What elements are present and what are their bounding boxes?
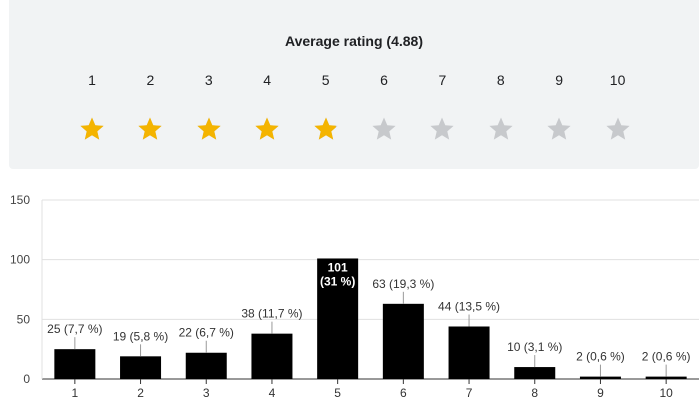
x-tick-label: 3 — [203, 386, 210, 400]
x-tick-label: 4 — [269, 386, 276, 400]
x-tick-label: 2 — [137, 386, 144, 400]
y-tick-label: 100 — [10, 253, 30, 267]
rating-option-label: 6 — [380, 72, 388, 88]
rating-option-label: 1 — [88, 72, 96, 88]
bar-data-label: 25 (7,7 %) — [47, 322, 102, 336]
bar-data-label: 19 (5,8 %) — [113, 329, 168, 343]
rating-option-1: 1 — [72, 72, 112, 140]
rating-option-7: 7 — [422, 72, 462, 140]
bar — [382, 303, 424, 379]
bar — [120, 356, 162, 379]
bar — [645, 376, 687, 379]
x-tick-label: 5 — [334, 386, 341, 400]
bar-data-label: 63 (19,3 %) — [372, 277, 434, 291]
x-tick-label: 7 — [466, 386, 473, 400]
rating-option-4: 4 — [247, 72, 287, 140]
rating-option-3: 3 — [189, 72, 229, 140]
rating-option-label: 8 — [496, 72, 505, 88]
bar — [579, 376, 621, 379]
rating-option-6: 6 — [364, 72, 404, 140]
average-rating-panel — [9, 0, 699, 169]
x-tick-label: 1 — [72, 386, 79, 400]
star-icon — [372, 117, 396, 140]
rating-option-9: 9 — [539, 72, 579, 140]
rating-option-10: 10 — [598, 72, 638, 140]
star-icon — [197, 117, 221, 140]
star-icon — [255, 117, 279, 140]
rating-option-label: 10 — [609, 72, 626, 88]
rating-option-label: 5 — [321, 72, 330, 88]
bar-data-label: 2 (0,6 %) — [642, 350, 691, 364]
rating-option-2: 2 — [130, 72, 170, 140]
rating-option-8: 8 — [481, 72, 521, 140]
rating-option-label: 9 — [555, 72, 564, 88]
bar-data-label: 22 (6,7 %) — [179, 326, 234, 340]
star-icon — [138, 117, 162, 140]
rating-option-5: 5 — [306, 72, 346, 140]
bar — [514, 367, 556, 379]
star-icon — [313, 117, 338, 140]
bar-data-label: 10 (3,1 %) — [507, 340, 562, 354]
x-tick-label: 10 — [659, 386, 673, 400]
star-icon — [80, 117, 104, 140]
star-icon — [547, 117, 571, 140]
star-icon — [489, 117, 513, 140]
y-tick-label: 50 — [17, 312, 31, 326]
rating-option-label: 2 — [146, 72, 155, 88]
average-rating-title: Average rating (4.88) — [285, 33, 423, 49]
y-tick-label: 150 — [10, 193, 30, 207]
bar — [448, 326, 490, 379]
bar-data-label: 44 (13,5 %) — [438, 299, 500, 313]
rating-option-label: 7 — [438, 72, 447, 88]
bar — [251, 333, 293, 379]
bar — [185, 352, 227, 379]
rating-option-label: 4 — [263, 72, 272, 88]
bar-data-label: 101 (31 %) — [320, 260, 355, 288]
y-tick-label: 0 — [23, 372, 30, 386]
bar-data-label: 2 (0,6 %) — [576, 350, 625, 364]
star-icon — [605, 117, 630, 140]
x-tick-label: 9 — [597, 386, 604, 400]
bar — [317, 258, 359, 379]
bar-data-label: 38 (11,7 %) — [241, 307, 302, 321]
ratings-bar-chart: 0 50 100 150 1 25 (7,7 %) 2 19 (5,8 %) 3 22 (6,7 … — [10, 193, 699, 400]
x-tick-label: 8 — [531, 386, 538, 400]
rating-option-label: 3 — [204, 72, 213, 88]
bar — [54, 349, 96, 379]
x-tick-label: 6 — [400, 386, 407, 400]
star-icon — [430, 117, 454, 140]
